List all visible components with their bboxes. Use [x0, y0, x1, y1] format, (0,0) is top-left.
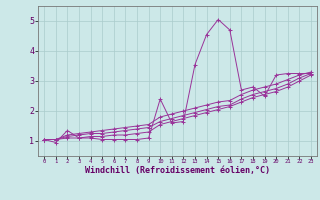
X-axis label: Windchill (Refroidissement éolien,°C): Windchill (Refroidissement éolien,°C)	[85, 166, 270, 175]
